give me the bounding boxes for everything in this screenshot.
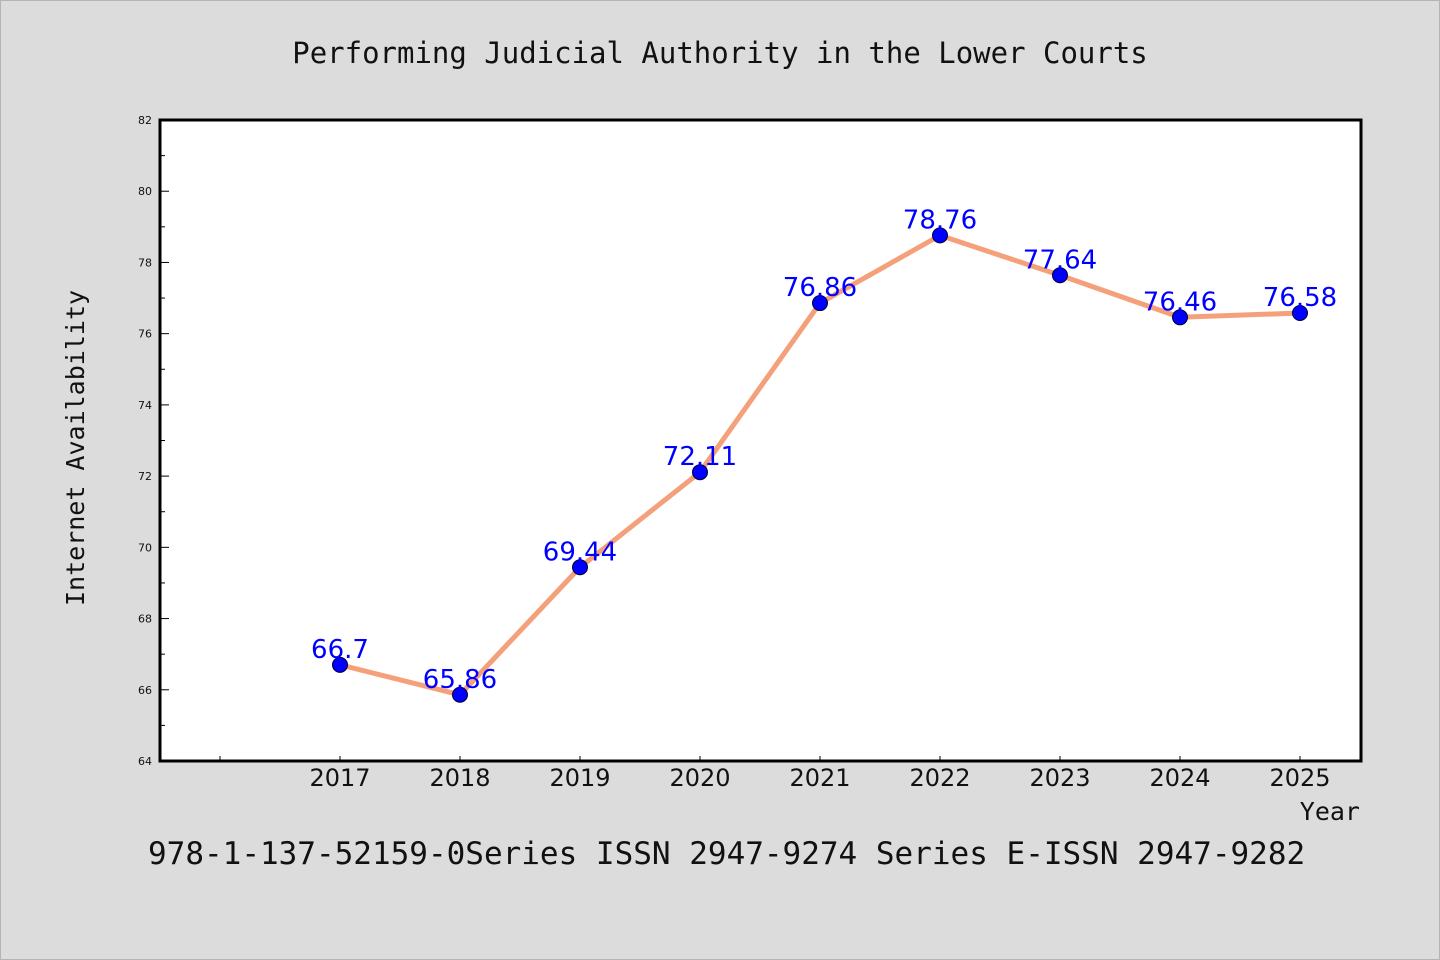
- data-point-marker: [572, 559, 588, 576]
- series-layer: [332, 227, 1308, 703]
- y-axis-title: Internet Availability: [61, 290, 90, 606]
- isbn-issn-footer: 978-1-137-52159-0Series ISSN 2947-9274 S…: [148, 836, 1305, 872]
- y-tick-label: 76: [138, 328, 152, 341]
- data-point-marker: [932, 227, 948, 244]
- data-point-marker: [692, 464, 708, 481]
- x-tick-label: 2025: [1269, 764, 1330, 792]
- data-point-marker: [812, 295, 828, 312]
- data-label: 76.46: [1143, 287, 1217, 317]
- x-tick-label: 2022: [909, 764, 970, 792]
- y-tick-label: 80: [138, 185, 152, 198]
- x-tick-label: 2021: [789, 764, 850, 792]
- x-tick-label: 2017: [309, 764, 370, 792]
- x-tick-label: 2020: [669, 764, 730, 792]
- x-tick-label: 2024: [1149, 764, 1210, 792]
- x-axis: 2017 2018 2019 2020 2021 2022 2023 2024 2025: [219, 756, 1331, 792]
- data-point-marker: [1292, 305, 1308, 322]
- data-label: 66.7: [311, 635, 369, 665]
- data-point-marker: [332, 656, 348, 673]
- data-label-layer: 66.7 65.86 69.44 72.11 76.86 78.76 77.64 76.46 7…: [311, 205, 1337, 694]
- data-label: 78.76: [903, 205, 977, 235]
- y-tick-label: 78: [138, 256, 152, 269]
- y-tick-label: 72: [138, 470, 152, 483]
- y-tick-label: 66: [138, 684, 152, 697]
- data-label: 69.44: [543, 537, 617, 567]
- plot-area: [158, 118, 1363, 763]
- data-point-marker: [1052, 267, 1068, 284]
- y-tick-label: 70: [138, 541, 152, 554]
- data-label: 65.86: [423, 665, 497, 695]
- x-axis-title: Year: [1300, 797, 1360, 826]
- y-tick-label: 64: [138, 755, 152, 768]
- y-tick-label: 74: [138, 399, 152, 412]
- data-label: 72.11: [663, 442, 737, 472]
- y-tick-label: 82: [138, 114, 152, 127]
- chart-title: Performing Judicial Authority in the Low…: [292, 36, 1148, 70]
- data-label: 77.64: [1023, 245, 1097, 275]
- data-label: 76.86: [783, 273, 857, 303]
- x-tick-label: 2019: [549, 764, 610, 792]
- x-tick-label: 2018: [429, 764, 490, 792]
- x-tick-label: 2023: [1029, 764, 1090, 792]
- data-point-marker: [1172, 309, 1188, 326]
- y-axis: 64 66 68 70 72 74 76 78 80 82: [138, 114, 169, 768]
- data-label: 76.58: [1263, 283, 1337, 313]
- data-point-marker: [452, 686, 468, 703]
- y-tick-label: 68: [138, 613, 152, 626]
